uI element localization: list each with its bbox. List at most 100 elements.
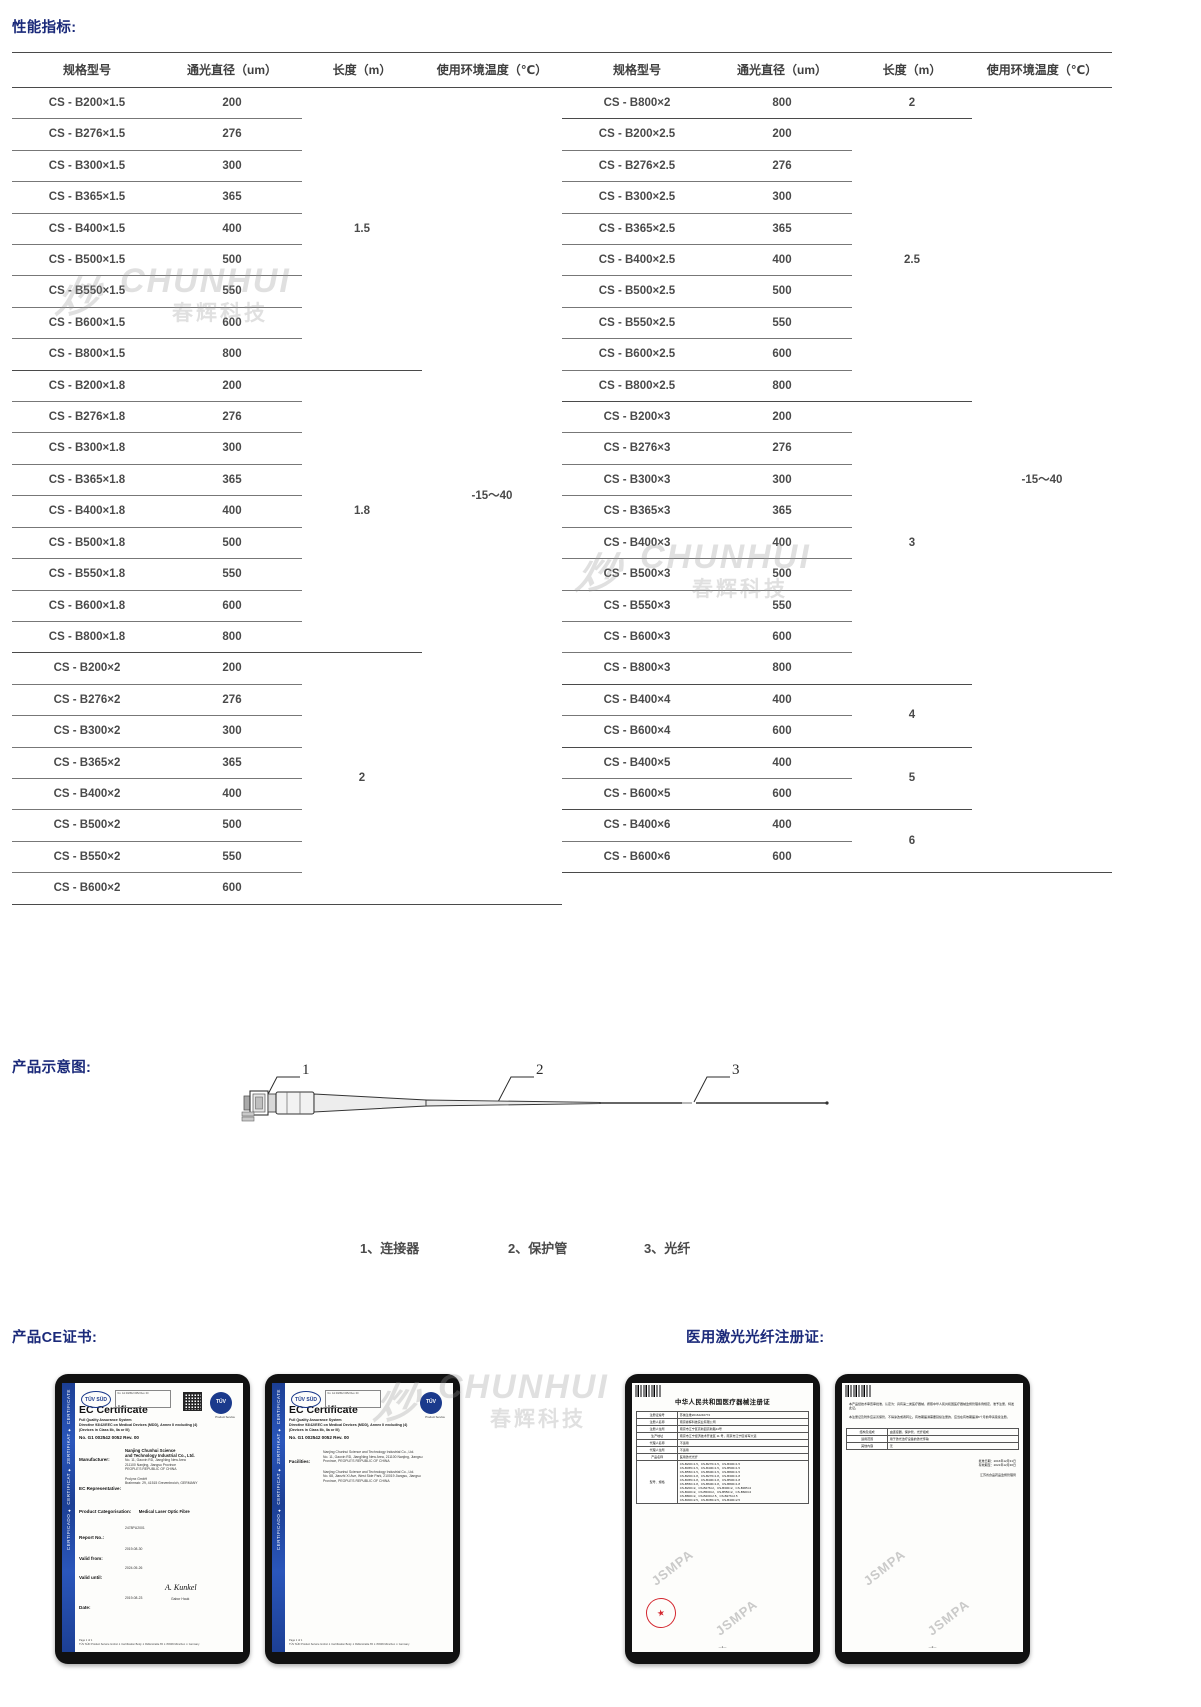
valid-until-label: Valid until:	[79, 1574, 103, 1580]
table-row: CS - B800×1.5 800	[12, 338, 562, 371]
registration-notes: 本产品经技术审查审批准，认定为：具有第二类医疗器械，按照中华人民共和国医疗器械监…	[849, 1402, 1015, 1420]
registration-row-value: 用于激光治疗设备的激光传输	[887, 1434, 1019, 1443]
registration-certificate-page-1: 中华人民共和国医疗器械注册证 注册证编号 苏械注准20162240772 注册人名称…	[632, 1383, 813, 1652]
cell-model: CS - B400×2.5	[562, 244, 712, 277]
header-diameter: 通光直径（um）	[162, 52, 302, 88]
table-row: CS - B400×1.8 400	[12, 495, 562, 528]
table-row: CS - B400×5 400 5	[562, 747, 1112, 811]
cell-diameter: 300	[712, 464, 852, 497]
report-no-value: 2478PU2001	[125, 1525, 145, 1530]
registration-row-value: 医用激光光纤	[677, 1453, 809, 1461]
table-row: CS - B200×1.5 200 1.5 -15～40	[12, 87, 562, 905]
product-diagram: 1 2 3	[230, 1020, 850, 1200]
table-row: CS - B200×1.8 200 1.8	[12, 370, 562, 654]
cell-diameter: 200	[162, 370, 302, 403]
spec-table-right-body: CS - B800×2 800 2 -15～40 CS - B200×2.5 200 2.5…	[562, 87, 1112, 874]
cell-model: CS - B500×1.5	[12, 244, 162, 277]
cell-diameter: 300	[162, 715, 302, 748]
ce-certificate-page-1: CERTIFICADO ✦ CERTIFICAT ✦ ZERTIFIKAT ✦ …	[62, 1383, 243, 1652]
table-row: CS - B200×3 200 3	[562, 401, 1112, 685]
registration-dates: 批准日期：2016年12月31日 有效期至：2021年12月30日	[978, 1458, 1016, 1468]
registration-row-label: 适用范围	[845, 1434, 889, 1443]
cell-diameter: 200	[162, 87, 302, 120]
connector-part	[241, 1090, 277, 1122]
table-row: CS - B600×1.8 600	[12, 590, 562, 622]
product-category-value: Medical Laser Optic Fibre	[138, 1508, 190, 1514]
signature-name: Gabor Hauk	[171, 1597, 190, 1601]
cell-diameter: 550	[712, 590, 852, 622]
registration-row-label: 产品名称	[635, 1453, 679, 1461]
cell-length: 6	[852, 809, 972, 874]
cell-diameter: 276	[162, 118, 302, 151]
cell-diameter: 600	[162, 872, 302, 905]
cell-model: CS - B600×1.8	[12, 590, 162, 622]
registration-title: 中华人民共和国医疗器械注册证	[674, 1399, 771, 1406]
table-row: CS - B365×1.8 365	[12, 464, 562, 497]
cell-diameter: 365	[162, 181, 302, 214]
table-row: CS - B600×2 600	[12, 872, 562, 905]
ce-certificate-section-title: 产品CE证书:	[12, 1330, 98, 1346]
ce-certificate-card-2[interactable]: CERTIFICADO ✦ CERTIFICAT ✦ ZERTIFIKAT ✦ …	[265, 1374, 460, 1664]
protective-tube-part	[425, 1099, 682, 1107]
callout-number-2: 2	[536, 1062, 544, 1078]
table-row: CS - B400×3 400	[562, 527, 1112, 560]
registration-row-value: 南京市江宁经济技术开发区 11 号，南京市江宁区将军大道	[677, 1432, 809, 1440]
cell-diameter: 800	[162, 621, 302, 654]
table-row: CS - B550×2.5 550	[562, 307, 1112, 340]
cell-diameter: 300	[162, 150, 302, 183]
table-row: CS - B550×1.8 550	[12, 558, 562, 591]
certificate-sideband: CERTIFICADO ✦ CERTIFICAT ✦ ZERTIFIKAT ✦ …	[272, 1383, 285, 1652]
cell-diameter: 400	[712, 809, 852, 842]
cell-length: 4	[852, 684, 972, 748]
table-row: CS - B500×2.5 500	[562, 275, 1112, 308]
cell-length: 2.5	[852, 118, 972, 403]
table-row: CS - B365×1.5 365	[12, 181, 562, 214]
registration-certificate-section-title: 医用激光光纤注册证:	[686, 1330, 825, 1346]
cell-diameter: 600	[712, 841, 852, 874]
certificate-sideband-text: CERTIFICADO ✦ CERTIFICAT ✦ ZERTIFIKAT ✦ …	[276, 1389, 281, 1551]
table-row: CS - B600×1.5 600	[12, 307, 562, 340]
cell-diameter: 400	[712, 747, 852, 779]
cell-diameter: 400	[162, 213, 302, 246]
cell-diameter: 550	[162, 558, 302, 591]
table-row: CS - B276×1.8 276	[12, 401, 562, 434]
cell-diameter: 400	[162, 495, 302, 528]
certificate-header-block: No. G1 002542 0052 Rev. 00	[325, 1390, 381, 1408]
cell-model: CS - B550×2.5	[562, 307, 712, 340]
cell-diameter: 400	[712, 684, 852, 717]
cell-model: CS - B300×2.5	[562, 181, 712, 214]
manufacturer-address: No. 11, Gaoxin RD, JiangNing New Area 21…	[125, 1458, 186, 1472]
diagram-legend-connector: 1、连接器	[360, 1241, 420, 1256]
registration-row-value: 南京市江宁区高新园高新路11号	[677, 1425, 809, 1433]
ce-certificate-card-1[interactable]: CERTIFICADO ✦ CERTIFICAT ✦ ZERTIFIKAT ✦ …	[55, 1374, 250, 1664]
cell-model: CS - B276×2.5	[562, 150, 712, 183]
cell-diameter: 400	[162, 778, 302, 811]
spec-table-right: 规格型号 通光直径（um） 长度（m） 使用环境温度（℃） CS - B800×…	[562, 52, 1112, 874]
table-row: CS - B600×5 600	[562, 778, 1112, 811]
cell-model: CS - B600×2.5	[562, 338, 712, 371]
cell-model: CS - B200×2.5	[562, 118, 712, 151]
cell-model: CS - B800×3	[562, 652, 712, 685]
cell-model: CS - B300×1.5	[12, 150, 162, 183]
cell-diameter: 800	[162, 338, 302, 371]
table-row: CS - B800×1.8 800	[12, 621, 562, 654]
certificate-footer: Page 1 of 1 TÜV SÜD Product Service GmbH…	[79, 1639, 200, 1646]
certificate-body: TÜV SÜD No. G1 002542 0052 Rev. 00 TÜV P…	[79, 1388, 238, 1648]
cell-diameter: 400	[712, 244, 852, 277]
diagram-section-title: 产品示意图:	[12, 1060, 92, 1076]
report-no-label: Report No.:	[79, 1534, 105, 1540]
certificate-subtitle: Full Quality Assurance System Directive …	[79, 1418, 198, 1432]
cell-diameter: 800	[712, 652, 852, 685]
table-row: CS - B300×1.8 300	[12, 432, 562, 465]
cell-diameter: 400	[712, 527, 852, 560]
tuv-sud-oval-logo: TÜV SÜD	[291, 1391, 321, 1408]
registration-certificate-card-2[interactable]: 本产品经技术审查审批准，认定为：具有第二类医疗器械，按照中华人民共和国医疗器械监…	[835, 1374, 1030, 1664]
header-temperature: 使用环境温度（℃）	[972, 52, 1112, 88]
cell-diameter: 276	[162, 684, 302, 717]
registration-row-label: 其他内容	[845, 1441, 889, 1450]
cell-model: CS - B365×2.5	[562, 213, 712, 246]
cell-diameter: 600	[162, 307, 302, 340]
registration-row: 其他内容无	[845, 1441, 1019, 1450]
certificate-footer: Page 1 of 1 TÜV SÜD Product Service GmbH…	[289, 1639, 410, 1646]
registration-certificate-card-1[interactable]: 中华人民共和国医疗器械注册证 注册证编号 苏械注准20162240772 注册人名称…	[625, 1374, 820, 1664]
